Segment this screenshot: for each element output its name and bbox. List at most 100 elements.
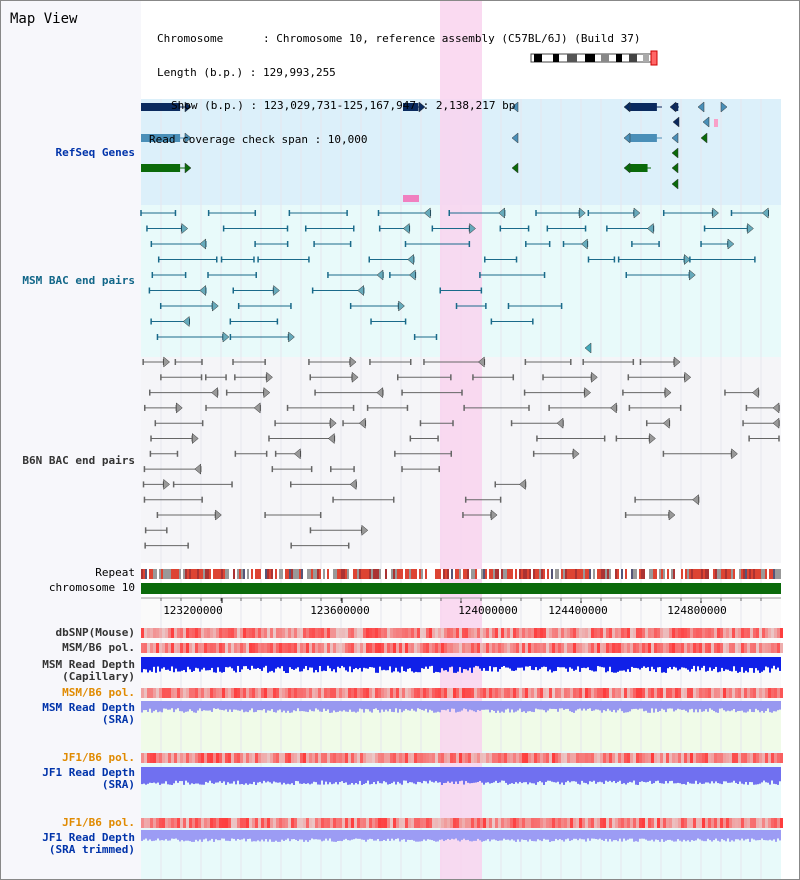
track-label-jf1-depth[interactable]: JF1 Read Depth (SRA) [1, 767, 135, 791]
depth-bar [521, 657, 523, 668]
depth-bar [147, 701, 149, 712]
pol-heat [375, 818, 378, 828]
refseq-features[interactable] [141, 101, 728, 202]
pol-heat [330, 643, 333, 653]
track-label-msm-depth-cap[interactable]: MSM Read Depth (Capillary) [1, 659, 135, 683]
depth-bar [401, 701, 403, 713]
depth-bar [727, 767, 729, 783]
snp-heat [471, 628, 474, 638]
track-label-refseq[interactable]: RefSeq Genes [55, 146, 135, 159]
depth-bar [755, 767, 757, 785]
repeat-track[interactable] [141, 569, 781, 579]
depth-bar [259, 701, 261, 711]
highlight-region[interactable] [440, 1, 482, 880]
repeat-block [467, 569, 469, 579]
chromosome-ideogram[interactable] [530, 50, 658, 66]
depth-bar [173, 830, 175, 839]
depth-bar [277, 830, 279, 842]
repeat-block [235, 569, 237, 579]
pol-heat [672, 643, 675, 653]
b6n-bac-features[interactable] [142, 356, 780, 549]
track-label-msm-depth-sra[interactable]: MSM Read Depth (SRA) [1, 702, 135, 726]
depth-bar [185, 657, 187, 673]
pol-heat [324, 753, 327, 763]
depth-tracks[interactable] [141, 628, 783, 842]
depth-bar [267, 657, 269, 673]
pol-heat [288, 643, 291, 653]
pol-heat [489, 643, 492, 653]
pol-heat [504, 643, 507, 653]
depth-bar [355, 767, 357, 784]
depth-bar [337, 767, 339, 785]
depth-bar [559, 830, 561, 840]
pol-heat [477, 643, 480, 653]
snp-heat [474, 628, 477, 638]
pol-heat [657, 753, 660, 763]
depth-bar [573, 657, 575, 671]
depth-bar [659, 657, 661, 668]
bac-arrow [329, 417, 337, 429]
depth-bar [581, 830, 583, 840]
depth-bar [419, 767, 421, 783]
msm-bac-features[interactable] [140, 207, 769, 354]
pol-heat [351, 643, 354, 653]
pol-heat [378, 688, 381, 698]
depth-bar [513, 830, 515, 841]
chromosome-bar[interactable] [141, 583, 781, 594]
pol-heat [546, 643, 549, 653]
track-label-jf1-pol-1[interactable]: JF1/B6 pol. [62, 751, 135, 764]
depth-bar [591, 701, 593, 711]
track-label-repeat[interactable]: Repeat [95, 566, 135, 579]
repeat-block [149, 569, 151, 579]
pol-heat [687, 818, 690, 828]
pol-heat [573, 643, 576, 653]
pol-heat [486, 818, 489, 828]
pol-heat [459, 688, 462, 698]
depth-bar [477, 767, 479, 783]
repeat-block [471, 569, 473, 579]
pol-heat [600, 818, 603, 828]
repeat-block [603, 569, 605, 579]
track-label-dbsnp[interactable]: dbSNP(Mouse) [55, 626, 135, 639]
pol-heat [204, 818, 207, 828]
depth-bar [723, 701, 725, 711]
depth-bar [517, 657, 519, 668]
track-label-jf1-pol-2[interactable]: JF1/B6 pol. [62, 816, 135, 829]
depth-bar [699, 767, 701, 783]
repeat-block [645, 569, 647, 579]
depth-bar [447, 701, 449, 710]
depth-bar [191, 830, 193, 842]
track-label-msm-pol-2[interactable]: MSM/B6 pol. [62, 686, 135, 699]
pol-heat [252, 688, 255, 698]
depth-bar [477, 657, 479, 667]
pol-heat [621, 818, 624, 828]
depth-bar [649, 701, 651, 713]
track-label-chromosome[interactable]: chromosome 10 [48, 581, 135, 594]
depth-bar [297, 767, 299, 782]
depth-bar [293, 701, 295, 711]
pol-heat [516, 688, 519, 698]
track-label-msm-pol-1[interactable]: MSM/B6 pol. [62, 641, 135, 654]
depth-bar [593, 657, 595, 672]
depth-bar [383, 657, 385, 670]
depth-bar [381, 701, 383, 710]
depth-bar [485, 657, 487, 671]
depth-bar [467, 657, 469, 671]
pol-heat [342, 753, 345, 763]
track-label-b6n-bac[interactable]: B6N BAC end pairs [22, 454, 135, 467]
depth-bar [625, 830, 627, 841]
pol-heat [357, 753, 360, 763]
pol-heat [252, 643, 255, 653]
snp-heat [234, 628, 237, 638]
depth-bar [771, 767, 773, 781]
pol-heat [639, 753, 642, 763]
track-label-msm-bac[interactable]: MSM BAC end pairs [22, 274, 135, 287]
track-label-jf1-depth-trim[interactable]: JF1 Read Depth (SRA trimmed) [1, 832, 135, 856]
depth-bar [701, 701, 703, 712]
depth-bar [603, 830, 605, 841]
pol-heat [213, 818, 216, 828]
pol-heat [402, 753, 405, 763]
snp-heat [558, 628, 561, 638]
bac-arrow [633, 207, 641, 219]
